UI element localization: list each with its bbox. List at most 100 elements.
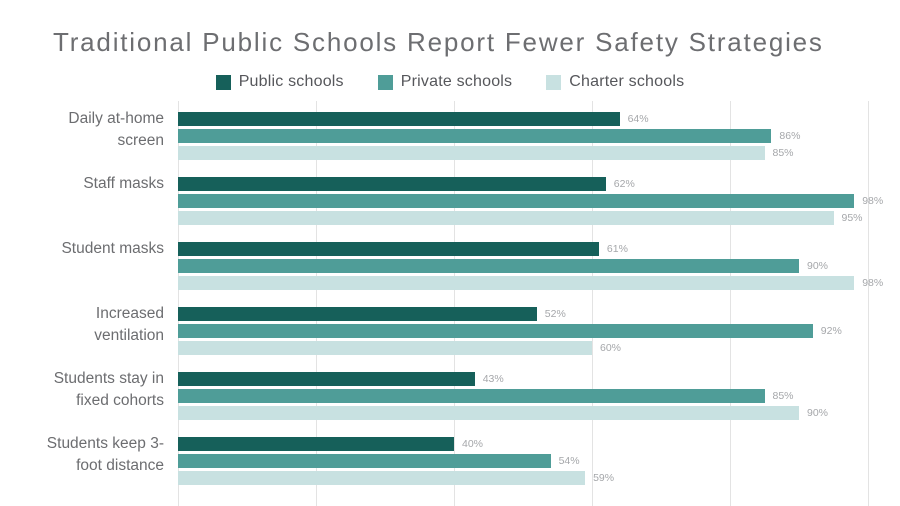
category-label-line: Staff masks (83, 175, 164, 192)
bar-row: 92% (178, 324, 868, 338)
bar-group: Student masks 61% 90% 98% (0, 240, 900, 290)
category-label-line: screen (117, 132, 164, 149)
legend-item-2: Private schools (377, 73, 513, 91)
category-label: Daily at-home screen (0, 108, 164, 152)
bar-value-label: 40% (462, 438, 484, 450)
bar-value-label: 54% (558, 455, 580, 467)
bars: 61% 90% 98% (178, 242, 883, 290)
legend-label: Private schools (400, 73, 513, 90)
bar-row: 54% (178, 454, 868, 468)
bar-row: 95% (178, 211, 868, 225)
bar-value-label: 90% (807, 260, 829, 272)
bar-value-label: 98% (862, 277, 884, 289)
bar-value-label: 43% (482, 373, 504, 385)
bar (178, 471, 586, 485)
category-label-line: Daily at-home (68, 110, 164, 127)
bar-row: 64% (178, 112, 868, 126)
bar (178, 129, 772, 143)
bar-value-label: 90% (807, 407, 829, 419)
legend-item-1: Public schools (215, 73, 344, 91)
bar (178, 454, 551, 468)
legend-swatch-icon (215, 74, 231, 90)
bar (178, 146, 765, 160)
category-label: Increased ventilation (0, 303, 164, 347)
bar (178, 194, 855, 208)
bar (178, 242, 599, 256)
chart-title: Traditional Public Schools Report Fewer … (53, 27, 824, 57)
bar-value-label: 85% (772, 147, 794, 159)
bar-row: 86% (178, 129, 868, 143)
category-label: Staff masks (0, 173, 164, 195)
bars: 64% 86% 85% (178, 112, 868, 160)
legend-label: Charter schools (569, 73, 685, 90)
bar-groups: Daily at-home screen 64% 86% 85% Staff masks 6… (0, 110, 900, 485)
legend-label: Public schools (238, 73, 344, 90)
category-label: Students stay in fixed cohorts (0, 368, 164, 412)
bar-row: 61% (178, 242, 868, 256)
bar (178, 406, 799, 420)
gridline-80 (730, 101, 731, 506)
bar-chart: Daily at-home screen 64% 86% 85% Staff masks 6… (0, 101, 900, 506)
bar (178, 307, 537, 321)
bar (178, 276, 855, 290)
bar-value-label: 64% (627, 113, 649, 125)
gridline-20 (316, 101, 317, 506)
bar-value-label: 62% (613, 178, 635, 190)
gridline-40 (454, 101, 455, 506)
bar-value-label: 60% (600, 342, 622, 354)
bars: 40% 54% 59% (178, 437, 868, 485)
legend: Public schools Private schools Charter sch… (0, 73, 900, 91)
bar-group: Staff masks 62% 98% 95% (0, 175, 900, 225)
legend-item-3: Charter schools (546, 73, 684, 91)
bar-value-label: 52% (544, 308, 566, 320)
bar-value-label: 92% (820, 325, 842, 337)
category-label: Student masks (0, 238, 164, 260)
bar-value-label: 98% (862, 195, 884, 207)
bar-row: 43% (178, 372, 868, 386)
category-label-line: Students stay in (53, 370, 164, 387)
gridline-60 (592, 101, 593, 506)
category-label-line: Student masks (61, 240, 164, 257)
bar (178, 259, 799, 273)
gridline-100 (868, 101, 869, 506)
bar (178, 437, 454, 451)
bar-value-label: 59% (593, 472, 615, 484)
bar-group: Increased ventilation 52% 92% 60% (0, 305, 900, 355)
category-label-line: Increased (95, 305, 164, 322)
bar-row: 90% (178, 259, 868, 273)
bar (178, 211, 834, 225)
bar-row: 98% (178, 276, 883, 290)
bar-value-label: 85% (772, 390, 794, 402)
bar (178, 372, 475, 386)
bar-value-label: 86% (779, 130, 801, 142)
bar-row: 60% (178, 341, 868, 355)
bar (178, 389, 765, 403)
bar-row: 98% (178, 194, 883, 208)
category-label-line: Students keep 3- (46, 435, 164, 452)
bar-row: 62% (178, 177, 868, 191)
bar (178, 341, 592, 355)
bars: 52% 92% 60% (178, 307, 868, 355)
category-label-line: ventilation (94, 327, 164, 344)
bar-row: 85% (178, 146, 868, 160)
legend-swatch-icon (377, 74, 393, 90)
bar-row: 59% (178, 471, 868, 485)
bar-row: 90% (178, 406, 868, 420)
bar (178, 324, 813, 338)
bar-group: Daily at-home screen 64% 86% 85% (0, 110, 900, 160)
bar (178, 177, 606, 191)
bar-group: Students keep 3- foot distance 40% 54% 59% (0, 435, 900, 485)
gridline-0 (178, 101, 179, 506)
bars: 62% 98% 95% (178, 177, 883, 225)
bar-row: 52% (178, 307, 868, 321)
category-label-line: foot distance (76, 457, 164, 474)
bar-value-label: 61% (606, 243, 628, 255)
legend-swatch-icon (546, 74, 562, 90)
category-label: Students keep 3- foot distance (0, 433, 164, 477)
bars: 43% 85% 90% (178, 372, 868, 420)
bar-group: Students stay in fixed cohorts 43% 85% 90% (0, 370, 900, 420)
bar-row: 40% (178, 437, 868, 451)
category-label-line: fixed cohorts (76, 392, 164, 409)
bar-row: 85% (178, 389, 868, 403)
